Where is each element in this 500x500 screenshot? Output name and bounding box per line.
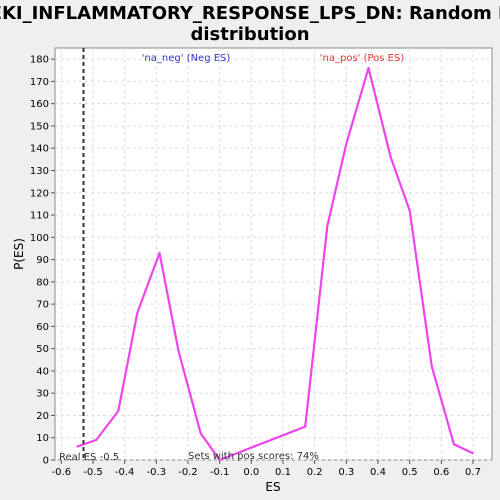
y-tick-label: 110: [30, 211, 49, 222]
y-tick-label: 180: [30, 55, 49, 66]
y-tick-label: 30: [36, 389, 49, 400]
x-tick-label: 0.2: [307, 467, 323, 478]
data-point: [326, 225, 328, 227]
chart-title-line-1: SEKI_INFLAMMATORY_RESPONSE_LPS_DN: Rando…: [0, 3, 500, 24]
x-tick-label: -0.4: [115, 467, 135, 478]
chart-title-line-2: distribution: [190, 24, 309, 45]
y-tick-label: 10: [36, 433, 49, 444]
x-tick-label: 0.5: [402, 467, 418, 478]
y-tick-label: 50: [36, 344, 49, 355]
x-tick-label: 0.0: [243, 467, 259, 478]
y-tick-label: 20: [36, 411, 49, 422]
x-tick-label: -0.2: [178, 467, 198, 478]
y-tick-label: 40: [36, 366, 49, 377]
neg-es-annotation: 'na_neg' (Neg ES): [142, 53, 231, 64]
x-tick-label: -0.3: [147, 467, 167, 478]
x-axis-label: ES: [265, 480, 280, 494]
y-tick-label: 100: [30, 233, 49, 244]
data-point: [136, 312, 138, 314]
y-tick-label: 90: [36, 255, 49, 266]
y-tick-label: 140: [30, 144, 49, 155]
data-point: [76, 446, 78, 448]
data-point: [453, 444, 455, 446]
y-tick-label: 150: [30, 121, 49, 132]
data-point: [390, 156, 392, 158]
real-es-label: Real ES -0.5: [59, 452, 119, 463]
data-point: [117, 410, 119, 412]
y-tick-label: 0: [43, 456, 49, 467]
y-axis-label: P(ES): [12, 238, 26, 270]
data-point: [159, 252, 161, 254]
data-point: [200, 432, 202, 434]
data-point: [304, 426, 306, 428]
data-point: [431, 366, 433, 368]
x-tick-label: 0.1: [275, 467, 291, 478]
y-tick-label: 120: [30, 188, 49, 199]
x-tick-label: 0.4: [370, 467, 386, 478]
pos-es-annotation: 'na_pos' (Pos ES): [320, 53, 405, 64]
y-tick-label: 170: [30, 77, 49, 88]
x-tick-label: 0.3: [338, 467, 354, 478]
y-tick-label: 80: [36, 277, 49, 288]
data-point: [95, 439, 97, 441]
data-point: [472, 452, 474, 454]
data-point: [178, 350, 180, 352]
y-tick-label: 160: [30, 99, 49, 110]
x-tick-label: 0.7: [465, 467, 481, 478]
data-point: [368, 67, 370, 69]
x-tick-label: -0.5: [83, 467, 103, 478]
x-tick-label: -0.6: [52, 467, 72, 478]
y-tick-label: 130: [30, 166, 49, 177]
x-tick-label: 0.6: [433, 467, 449, 478]
data-point: [409, 210, 411, 212]
sets-pos-scores-label: Sets with pos scores: 74%: [188, 451, 319, 462]
y-tick-label: 70: [36, 300, 49, 311]
y-tick-label: 60: [36, 322, 49, 333]
x-tick-label: -0.1: [210, 467, 230, 478]
data-point: [345, 143, 347, 145]
